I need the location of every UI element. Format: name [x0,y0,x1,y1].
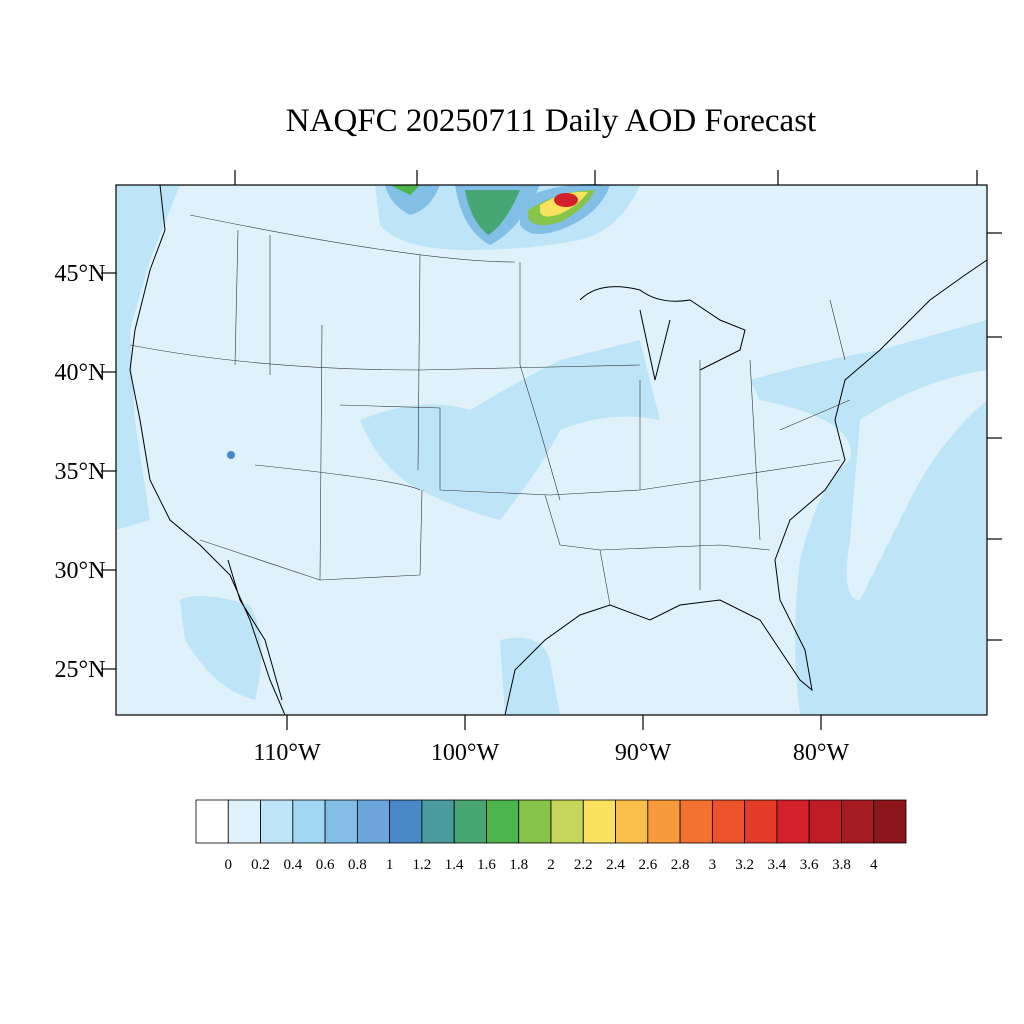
colorbar-box [615,799,649,844]
colorbar-box [679,799,713,844]
colorbar-box [647,799,681,844]
colorbar: 0 0.2 0.4 0.6 0.8 1 1.2 1.4 1.6 1.8 2 2.2 2.4 2.6 2.8 3… [195,799,907,873]
lon-label: 80°W [793,740,850,766]
colorbar-box [356,799,391,844]
colorbar-label: 3.8 [832,857,851,873]
colorbar-box [873,799,907,844]
colorbar-box [841,799,875,844]
map-frame [115,184,988,716]
colorbar-box [518,799,552,844]
colorbar-box [389,799,423,844]
colorbar-label: 2 [547,857,555,873]
lat-label: 25°N [55,657,106,683]
colorbar-label: 3.2 [735,857,754,873]
colorbar-box [550,799,584,844]
colorbar-box [292,799,326,844]
colorbar-label: 0.8 [348,857,367,873]
colorbar-label: 0 [225,857,233,873]
colorbar-box [453,799,487,844]
colorbar-label: 1.2 [413,857,432,873]
lat-label: 45°N [55,261,106,287]
colorbar-label: 0.6 [316,857,335,873]
colorbar-box [744,799,778,844]
lat-label: 40°N [55,360,106,386]
colorbar-label: 4 [870,857,878,873]
colorbar-label: 0.4 [283,857,302,873]
axis-labels: 45°N 40°N 35°N 30°N 25°N 110°W 100°W 90°W 80°W [55,261,850,766]
colorbar-box [776,799,810,844]
colorbar-box [582,799,616,844]
colorbar-label: 3.4 [768,857,787,873]
colorbar-box [486,799,520,844]
aod-shading [116,184,987,715]
colorbar-label: 1.4 [445,857,464,873]
colorbar-box [227,799,261,844]
colorbar-box [324,799,358,844]
colorbar-label: 3 [709,857,717,873]
colorbar-label: 2.8 [671,857,690,873]
colorbar-label: 2.2 [574,857,593,873]
lat-label: 35°N [55,459,106,485]
colorbar-box [195,799,229,844]
colorbar-label: 1.8 [509,857,528,873]
colorbar-box [260,799,294,844]
lon-label: 110°W [253,740,321,766]
colorbar-label: 3.6 [800,857,819,873]
colorbar-label: 2.4 [606,857,625,873]
colorbar-box [421,799,455,844]
colorbar-box [711,799,746,844]
map-panel [101,170,1002,730]
colorbar-label: 2.6 [638,857,657,873]
graticule-ticks [101,170,1002,730]
colorbar-label: 1 [386,857,394,873]
lon-label: 90°W [615,740,672,766]
colorbar-label: 1.6 [477,857,496,873]
lat-label: 30°N [55,558,106,584]
colorbar-label: 0.2 [251,857,270,873]
lon-label: 100°W [431,740,500,766]
colorbar-box [808,799,842,844]
map-title: NAQFC 20250711 Daily AOD Forecast [286,103,816,139]
map-boundaries [129,184,988,716]
